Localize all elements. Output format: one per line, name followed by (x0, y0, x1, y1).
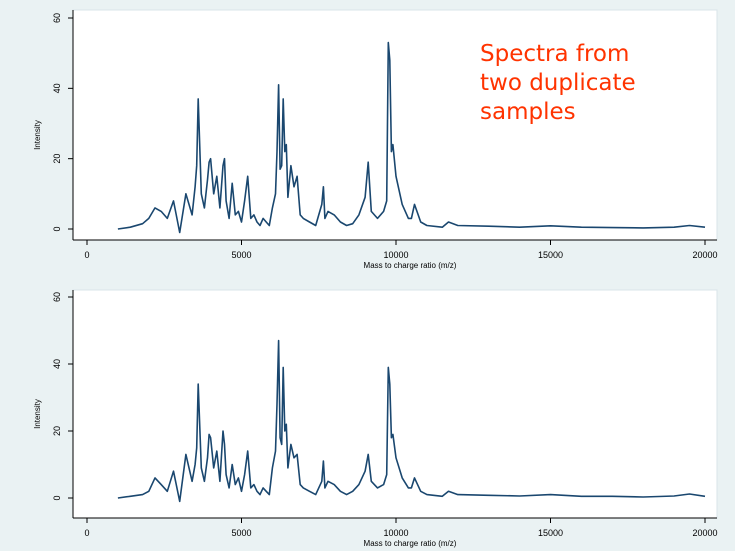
y-tick-label-2-3: 60 (52, 292, 62, 302)
y-tick-label-1-0: 0 (52, 226, 62, 231)
spectrum-line-1-1 (117, 41, 706, 234)
annotation-text: Spectra from two duplicate samples (480, 40, 636, 127)
x-tick-label-2-1: 5000 (231, 528, 251, 538)
plot-area-2 (72, 289, 718, 519)
x-tick-label-1-1: 5000 (231, 250, 251, 260)
x-tick-label-2-3: 15000 (538, 528, 563, 538)
annotation-line-1: Spectra from (480, 41, 630, 67)
y-tick-label-2-1: 20 (52, 426, 62, 436)
y-tick-label-1-3: 60 (52, 13, 62, 23)
x-tick-label-2-2: 10000 (383, 528, 408, 538)
plot-area-1 (72, 9, 718, 241)
y-tick-label-1-1: 20 (52, 154, 62, 164)
y-tick-label-2-2: 40 (52, 359, 62, 369)
y-tick-label-2-0: 0 (52, 495, 62, 500)
x-axis-label-2: Mass to charge ratio (m/z) (364, 539, 457, 548)
y-tick-label-1-2: 40 (52, 83, 62, 93)
x-axis-label-1: Mass to charge ratio (m/z) (364, 261, 457, 270)
x-tick-label-2-4: 20000 (692, 528, 717, 538)
x-tick-label-1-3: 15000 (538, 250, 563, 260)
annotation-line-3: samples (480, 99, 576, 125)
annotation-line-2: two duplicate (480, 70, 636, 96)
x-tick-label-1-0: 0 (84, 250, 89, 260)
spectrum-line-2-1 (117, 339, 706, 503)
x-tick-label-2-0: 0 (84, 528, 89, 538)
x-tick-label-1-2: 10000 (383, 250, 408, 260)
x-tick-label-1-4: 20000 (692, 250, 717, 260)
y-axis-label-2: Intensity (33, 399, 42, 429)
y-axis-label-1: Intensity (33, 120, 42, 150)
